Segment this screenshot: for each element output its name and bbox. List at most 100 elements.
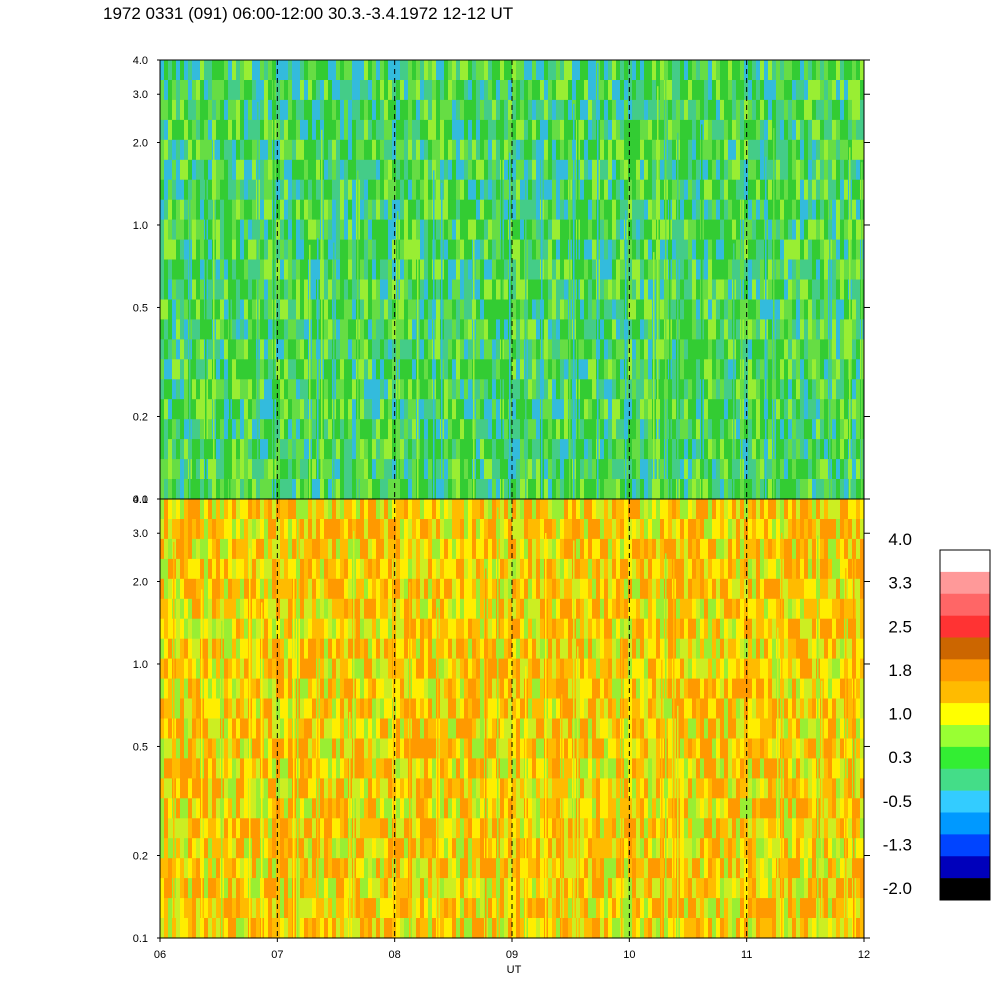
spectrogram-cell [752, 379, 756, 400]
spectrogram-cell [696, 379, 700, 400]
panels [159, 59, 865, 939]
spectrogram-cell [488, 80, 492, 101]
spectrogram-cell [160, 199, 164, 221]
spectrogram-cell [644, 179, 648, 201]
spectrogram-cell [196, 858, 200, 879]
spectrogram-cell [296, 339, 300, 360]
spectrogram-cell [168, 419, 172, 440]
spectrogram-cell [244, 259, 248, 281]
spectrogram-cell [284, 638, 288, 660]
spectrogram-cell [196, 159, 200, 181]
spectrogram-cell [232, 818, 236, 839]
spectrogram-cell [516, 379, 520, 400]
spectrogram-cell [336, 638, 340, 660]
spectrogram-cell [756, 219, 760, 241]
spectrogram-cell [612, 319, 616, 340]
spectrogram-cell [680, 119, 684, 141]
spectrogram-cell [236, 339, 240, 360]
spectrogram-cell [376, 60, 380, 81]
spectrogram-cell [216, 419, 220, 440]
spectrogram-cell [344, 918, 348, 939]
spectrogram-cell [172, 199, 176, 221]
spectrogram-cell [732, 99, 736, 121]
spectrogram-cell [168, 738, 172, 760]
spectrogram-cell [736, 359, 740, 380]
spectrogram-cell [592, 399, 596, 420]
spectrogram-cell [392, 359, 396, 380]
spectrogram-cell [608, 339, 612, 360]
spectrogram-cell [552, 279, 556, 301]
spectrogram-cell [164, 858, 168, 879]
spectrogram-cell [264, 578, 268, 600]
spectrogram-cell [404, 339, 408, 360]
spectrogram-cell [388, 139, 392, 161]
spectrogram-cell [244, 918, 248, 939]
spectrogram-cell [856, 179, 860, 201]
spectrogram-cell [628, 60, 632, 81]
spectrogram-cell [352, 239, 356, 261]
spectrogram-cell [728, 479, 732, 500]
spectrogram-cell [412, 419, 416, 440]
spectrogram-cell [364, 139, 368, 161]
spectrogram-cell [796, 219, 800, 241]
spectrogram-cell [456, 119, 460, 141]
spectrogram-cell [280, 459, 284, 480]
spectrogram-cell [296, 60, 300, 81]
spectrogram-cell [580, 299, 584, 321]
spectrogram-cell [720, 319, 724, 340]
spectrogram-cell [692, 339, 696, 360]
spectrogram-cell [584, 439, 588, 460]
spectrogram-cell [168, 758, 172, 779]
spectrogram-cell [732, 119, 736, 141]
spectrogram-cell [224, 718, 228, 740]
spectrogram-cell [256, 578, 260, 600]
spectrogram-cell [788, 139, 792, 161]
spectrogram-cell [240, 419, 244, 440]
spectrogram-cell [404, 459, 408, 480]
spectrogram-cell [236, 459, 240, 480]
spectrogram-cell [404, 319, 408, 340]
spectrogram-cell [196, 179, 200, 201]
spectrogram-cell [712, 259, 716, 281]
spectrogram-cell [184, 858, 188, 879]
spectrogram-cell [412, 159, 416, 181]
spectrogram-cell [264, 838, 268, 859]
spectrogram-cell [296, 439, 300, 460]
spectrogram-cell [792, 379, 796, 400]
spectrogram-cell [608, 479, 612, 500]
spectrogram-cell [224, 139, 228, 161]
spectrogram-cell [736, 80, 740, 101]
spectrogram-cell [616, 139, 620, 161]
spectrogram-cell [380, 119, 384, 141]
spectrogram-cell [580, 399, 584, 420]
spectrogram-cell [340, 439, 344, 460]
spectrogram-cell [164, 678, 168, 700]
spectrogram-cell [748, 359, 752, 380]
spectrogram-cell [796, 239, 800, 261]
spectrogram-cell [192, 718, 196, 740]
spectrogram-cell [648, 239, 652, 261]
spectrogram-cell [304, 459, 308, 480]
spectrogram-cell [496, 99, 500, 121]
spectrogram-cell [236, 678, 240, 700]
spectrogram-cell [520, 259, 524, 281]
spectrogram-cell [388, 259, 392, 281]
spectrogram-cell [812, 319, 816, 340]
spectrogram-cell [660, 299, 664, 321]
spectrogram-cell [260, 538, 264, 560]
spectrogram-cell [284, 738, 288, 760]
spectrogram-cell [592, 219, 596, 241]
spectrogram-cell [204, 578, 208, 600]
spectrogram-cell [192, 439, 196, 460]
spectrogram-streak [573, 103, 575, 500]
spectrogram-cell [332, 858, 336, 879]
spectrogram-cell [160, 758, 164, 779]
spectrogram-cell [572, 80, 576, 101]
spectrogram-cell [252, 878, 256, 899]
spectrogram-cell [480, 459, 484, 480]
spectrogram-cell [532, 259, 536, 281]
spectrogram-cell [460, 399, 464, 420]
spectrogram-cell [600, 459, 604, 480]
spectrogram-cell [280, 738, 284, 760]
spectrogram-cell [832, 60, 836, 81]
